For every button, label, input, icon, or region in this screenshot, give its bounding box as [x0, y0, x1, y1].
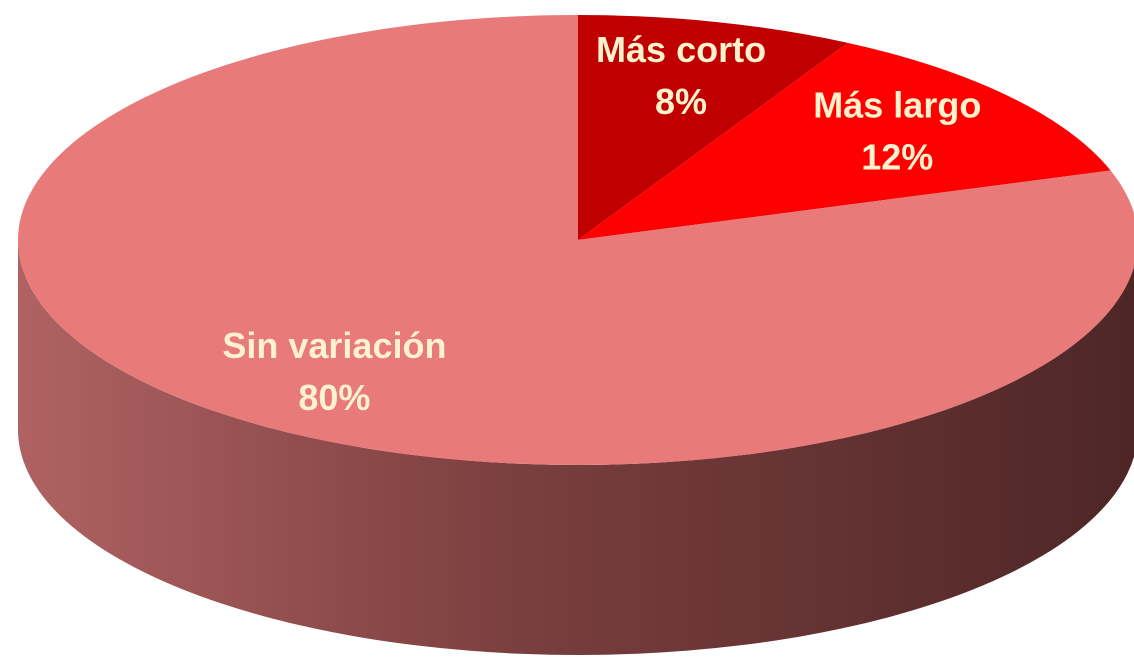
pie-side — [18, 240, 1134, 655]
pie-slice — [18, 15, 1134, 465]
pie-slice — [578, 42, 1111, 241]
slice-label: Sin variación — [222, 325, 446, 366]
slice-label: Más largo — [813, 84, 981, 125]
slice-value-label: 12% — [861, 136, 933, 177]
slice-value-label: 8% — [655, 81, 707, 122]
slice-label: Más corto — [596, 29, 766, 70]
pie-slice — [578, 15, 848, 240]
slice-value-label: 80% — [298, 377, 370, 418]
